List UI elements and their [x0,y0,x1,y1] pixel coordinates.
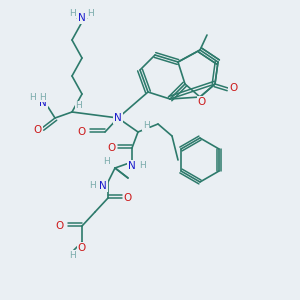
Text: O: O [198,97,206,107]
Text: H: H [103,157,110,166]
Text: O: O [34,125,42,135]
Text: H: H [142,122,149,130]
Text: N: N [78,13,86,23]
Text: H: H [88,8,94,17]
Text: H: H [69,250,75,260]
Text: N: N [99,181,107,191]
Text: O: O [229,83,237,93]
Text: O: O [124,193,132,203]
Text: O: O [56,221,64,231]
Text: H: H [76,101,82,110]
Text: O: O [107,143,115,153]
Text: O: O [78,127,86,137]
Text: N: N [114,113,122,123]
Text: N: N [39,98,47,108]
Text: H: H [40,92,46,101]
Text: N: N [128,161,136,171]
Text: H: H [90,182,96,190]
Text: O: O [78,243,86,253]
Text: H: H [139,161,145,170]
Text: H: H [30,92,36,101]
Text: H: H [70,8,76,17]
